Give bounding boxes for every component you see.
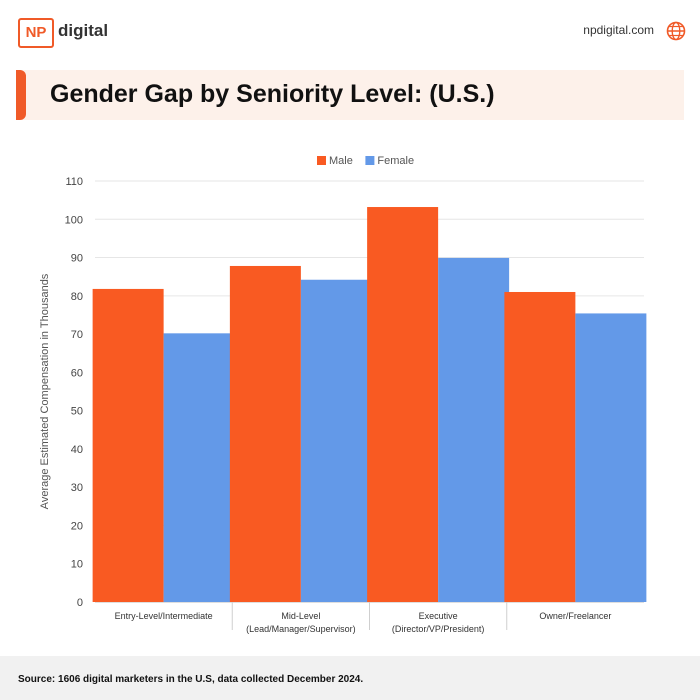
source-note: Source: 1606 digital marketers in the U.… [18,674,364,685]
bar-female [163,333,235,602]
x-tick-label: Executive [419,611,458,621]
brand-logo-mark[interactable]: NP [18,18,54,48]
site-url[interactable]: npdigital.com [583,23,654,37]
y-tick-label: 0 [77,597,83,609]
bar-male [367,207,439,602]
bar-female [575,313,647,602]
legend-swatch [365,156,375,165]
x-tick-label: Mid-Level [281,611,320,621]
legend-label: Female [377,155,414,167]
bar-chart: 0 10 20 30 40 50 60 70 80 90 100 110 Average Estimat… [39,155,647,634]
y-tick-label: 100 [65,214,83,226]
y-tick-label: 10 [71,559,83,571]
x-tick-label: (Lead/Manager/Supervisor) [246,624,356,634]
bar-female [300,279,372,602]
y-tick-label: 40 [71,444,83,456]
bar-male [92,288,164,602]
chart-container: 0 10 20 30 40 50 60 70 80 90 100 110 Average Estimat… [0,140,700,640]
x-tick-label: Owner/Freelancer [539,611,611,621]
globe-icon[interactable] [666,21,686,41]
y-tick-label: 60 [71,367,83,379]
bar-female [438,257,510,602]
bar-male [504,291,576,602]
y-tick-label: 50 [71,406,83,418]
y-tick-label: 80 [71,291,83,303]
title-band: Gender Gap by Seniority Level: (U.S.) [16,70,684,120]
x-tick-label: (Director/VP/President) [392,624,485,634]
brand-logo-text[interactable]: digital [58,21,109,40]
y-tick-label: 90 [71,253,83,265]
y-tick-label: 20 [71,520,83,532]
title-accent-bar [16,70,26,120]
y-tick-label: 30 [71,482,83,494]
x-tick-label: Entry-Level/Intermediate [115,611,213,621]
legend-label: Male [329,155,353,167]
bar-male [229,265,301,602]
y-tick-label: 110 [65,176,83,188]
top-bar: NP digital npdigital.com [0,0,700,62]
y-tick-label: 70 [71,329,83,341]
page-title: Gender Gap by Seniority Level: (U.S.) [50,80,495,108]
y-axis-label: Average Estimated Compensation in Thousa… [39,273,51,509]
footer: Source: 1606 digital marketers in the U.… [0,656,700,700]
legend-swatch [317,156,326,165]
